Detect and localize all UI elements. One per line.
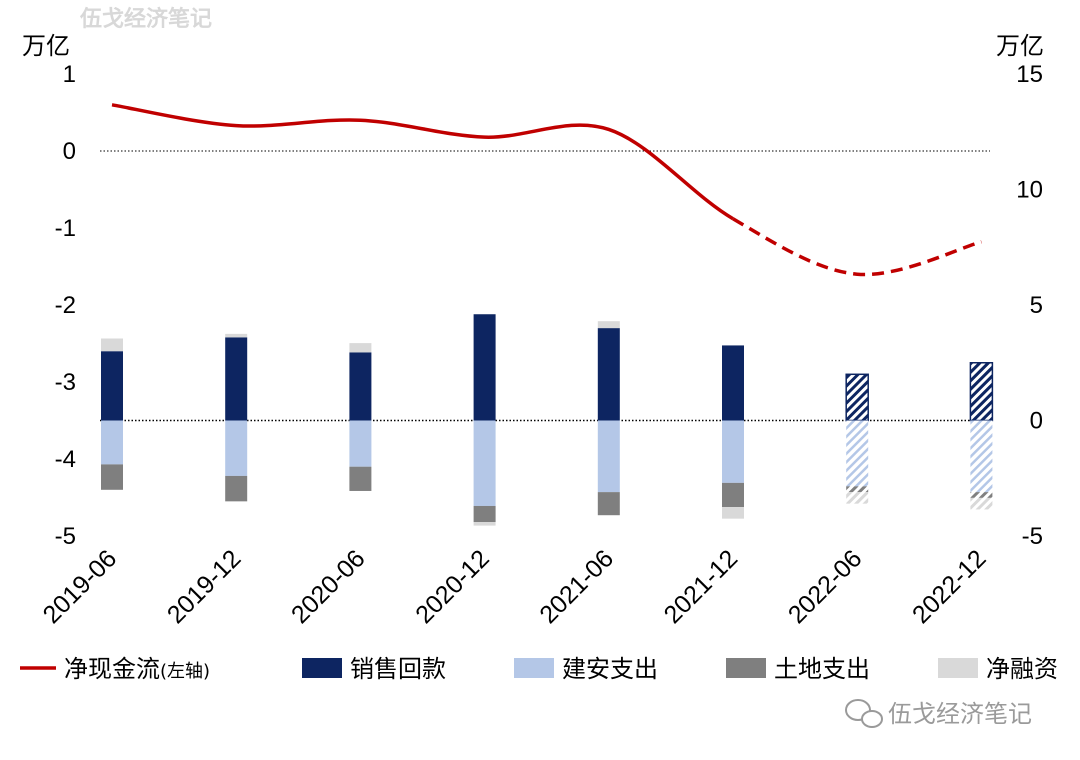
construction-bar	[349, 420, 372, 467]
legend-item-sales-receipts: 销售回款	[302, 655, 446, 683]
sales-receipts-bar	[225, 337, 248, 421]
left-axis-unit: 万亿	[22, 32, 70, 60]
left-axis-ticks: 1 0 -1 -2 -3 -4 -5	[55, 61, 76, 550]
legend-label-net-cash-flow: 净现金流	[64, 655, 160, 683]
x-tick-label: 2021-12	[659, 544, 744, 629]
net-cash-flow-actual	[111, 103, 734, 221]
net-financing-bar	[846, 492, 869, 504]
legend-item-construction: 建安支出	[514, 655, 658, 683]
left-tick-label: -1	[55, 215, 76, 242]
net-financing-bar	[970, 497, 993, 510]
x-tick-label: 2022-06	[783, 544, 868, 629]
legend-item-land: 土地支出	[726, 655, 870, 683]
right-axis-unit: 万亿	[996, 32, 1044, 60]
construction-bar	[101, 420, 123, 465]
net-cash-flow-forecast	[732, 217, 982, 277]
net-financing-bar	[349, 343, 372, 353]
right-tick-label: 15	[1016, 61, 1043, 88]
net-financing-bar	[722, 507, 744, 519]
x-tick-label: 2021-06	[534, 544, 619, 629]
sales-receipts-bar	[722, 345, 744, 421]
legend: 净现金流(左轴) 销售回款 建安支出 土地支出 净融资	[20, 655, 1058, 683]
sales-receipts-bar	[845, 373, 869, 422]
right-tick-label: 0	[1030, 408, 1043, 435]
construction-bar	[970, 420, 993, 493]
svg-text:净现金流(左轴): 净现金流(左轴)	[64, 655, 210, 683]
land-bar	[722, 482, 744, 508]
legend-label-land: 土地支出	[774, 655, 870, 683]
net-financing-bar	[101, 338, 123, 352]
watermark-bottom-text: 伍戈经济笔记	[888, 700, 1032, 728]
right-axis-ticks: 15 10 5 0 -5	[1016, 61, 1043, 550]
land-bar	[473, 505, 496, 523]
left-tick-label: 1	[63, 61, 76, 88]
legend-item-net-cash-flow: 净现金流(左轴)	[20, 655, 210, 683]
sales-receipts-bar	[473, 314, 496, 421]
legend-swatch-land	[726, 658, 766, 678]
land-bar	[225, 475, 248, 502]
sales-receipts-bar	[349, 352, 372, 421]
left-tick-label: -3	[55, 369, 76, 396]
right-tick-label: -5	[1022, 523, 1043, 550]
legend-item-net-financing: 净融资	[938, 655, 1058, 683]
watermark-top: 伍戈经济笔记	[79, 6, 212, 32]
legend-label-axis-note: (左轴)	[160, 661, 210, 682]
x-axis-ticks: 2019-06 2019-12 2020-06 2020-12 2021-06 2021-…	[38, 544, 992, 629]
wechat-icon	[845, 699, 883, 728]
watermark-bottom: 伍戈经济笔记	[845, 699, 1032, 728]
net-cash-flow-line	[111, 103, 982, 277]
legend-swatch-construction	[514, 658, 554, 678]
legend-label-construction: 建安支出	[562, 655, 658, 683]
x-tick-label: 2020-06	[286, 544, 371, 629]
zero-lines	[100, 150, 990, 422]
x-tick-label: 2022-12	[907, 544, 992, 629]
land-bar	[970, 492, 993, 498]
legend-swatch-sales	[302, 658, 342, 678]
left-tick-label: 0	[63, 138, 76, 165]
net-financing-bar	[597, 321, 620, 329]
right-tick-label: 10	[1016, 177, 1043, 204]
construction-bar	[846, 420, 869, 487]
x-tick-label: 2020-12	[410, 544, 495, 629]
land-bar	[349, 466, 372, 491]
x-tick-label: 2019-06	[38, 544, 123, 629]
net-financing-bar	[473, 522, 496, 526]
sales-receipts-bar	[969, 362, 994, 422]
left-tick-label: -5	[55, 523, 76, 550]
construction-bar	[597, 420, 620, 493]
land-bar	[846, 486, 869, 493]
x-tick-label: 2019-12	[162, 544, 247, 629]
legend-label-net-financing: 净融资	[986, 655, 1058, 683]
construction-bar	[225, 420, 248, 476]
left-tick-label: -2	[55, 292, 76, 319]
construction-bar	[722, 420, 744, 483]
bars	[101, 314, 994, 526]
net-financing-bar	[225, 333, 248, 338]
legend-label-sales-receipts: 销售回款	[350, 655, 446, 683]
land-bar	[597, 492, 620, 516]
construction-bar	[473, 420, 496, 506]
right-tick-label: 5	[1030, 292, 1043, 319]
sales-receipts-bar	[597, 328, 620, 421]
sales-receipts-bar	[101, 351, 123, 421]
land-bar	[101, 464, 123, 490]
legend-swatch-net-financing	[938, 658, 978, 678]
left-tick-label: -4	[55, 446, 76, 473]
